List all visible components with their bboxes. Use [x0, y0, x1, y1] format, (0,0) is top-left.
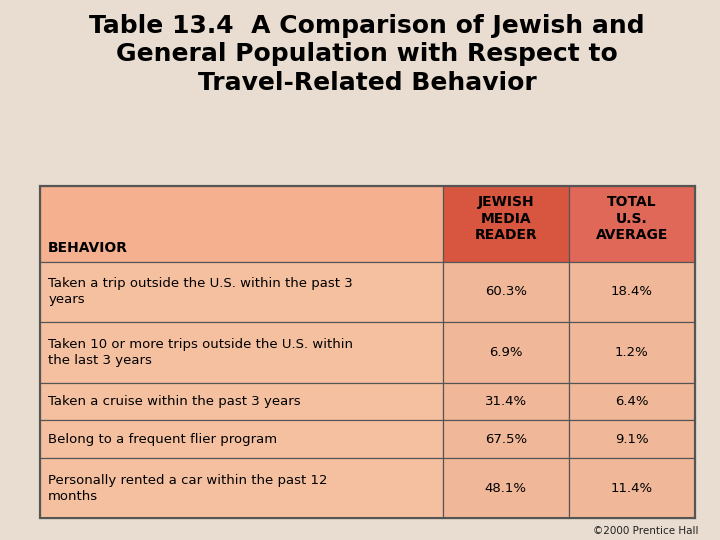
Text: BEHAVIOR: BEHAVIOR: [48, 241, 128, 255]
Text: Taken a trip outside the U.S. within the past 3
years: Taken a trip outside the U.S. within the…: [48, 278, 353, 307]
Text: 60.3%: 60.3%: [485, 286, 527, 299]
Text: Table 13.4  A Comparison of Jewish and
General Population with Respect to
Travel: Table 13.4 A Comparison of Jewish and Ge…: [89, 14, 645, 95]
Text: Belong to a frequent flier program: Belong to a frequent flier program: [48, 433, 277, 446]
Text: 67.5%: 67.5%: [485, 433, 527, 446]
Text: JEWISH
MEDIA
READER: JEWISH MEDIA READER: [474, 195, 537, 242]
Text: Taken 10 or more trips outside the U.S. within
the last 3 years: Taken 10 or more trips outside the U.S. …: [48, 338, 354, 367]
Bar: [40, 262, 443, 322]
Bar: [40, 322, 443, 382]
Text: 31.4%: 31.4%: [485, 395, 527, 408]
Bar: [40, 186, 695, 518]
Bar: [40, 382, 443, 420]
Bar: [569, 458, 695, 518]
Text: ©2000 Prentice Hall: ©2000 Prentice Hall: [593, 525, 698, 536]
Text: 1.2%: 1.2%: [615, 346, 649, 359]
Bar: [40, 186, 443, 262]
Text: 48.1%: 48.1%: [485, 482, 527, 495]
Bar: [443, 420, 569, 458]
Text: Personally rented a car within the past 12
months: Personally rented a car within the past …: [48, 474, 328, 503]
Bar: [569, 322, 695, 382]
Text: 18.4%: 18.4%: [611, 286, 653, 299]
Bar: [443, 262, 569, 322]
Bar: [40, 420, 443, 458]
Text: 11.4%: 11.4%: [611, 482, 653, 495]
Bar: [443, 382, 569, 420]
Bar: [443, 322, 569, 382]
Bar: [40, 458, 443, 518]
Text: 6.9%: 6.9%: [489, 346, 523, 359]
Bar: [569, 186, 695, 262]
Text: 6.4%: 6.4%: [615, 395, 649, 408]
Text: Taken a cruise within the past 3 years: Taken a cruise within the past 3 years: [48, 395, 301, 408]
Bar: [443, 458, 569, 518]
Bar: [569, 262, 695, 322]
Text: 9.1%: 9.1%: [615, 433, 649, 446]
Bar: [569, 382, 695, 420]
Bar: [443, 186, 569, 262]
Text: TOTAL
U.S.
AVERAGE: TOTAL U.S. AVERAGE: [595, 195, 668, 242]
Bar: [569, 420, 695, 458]
